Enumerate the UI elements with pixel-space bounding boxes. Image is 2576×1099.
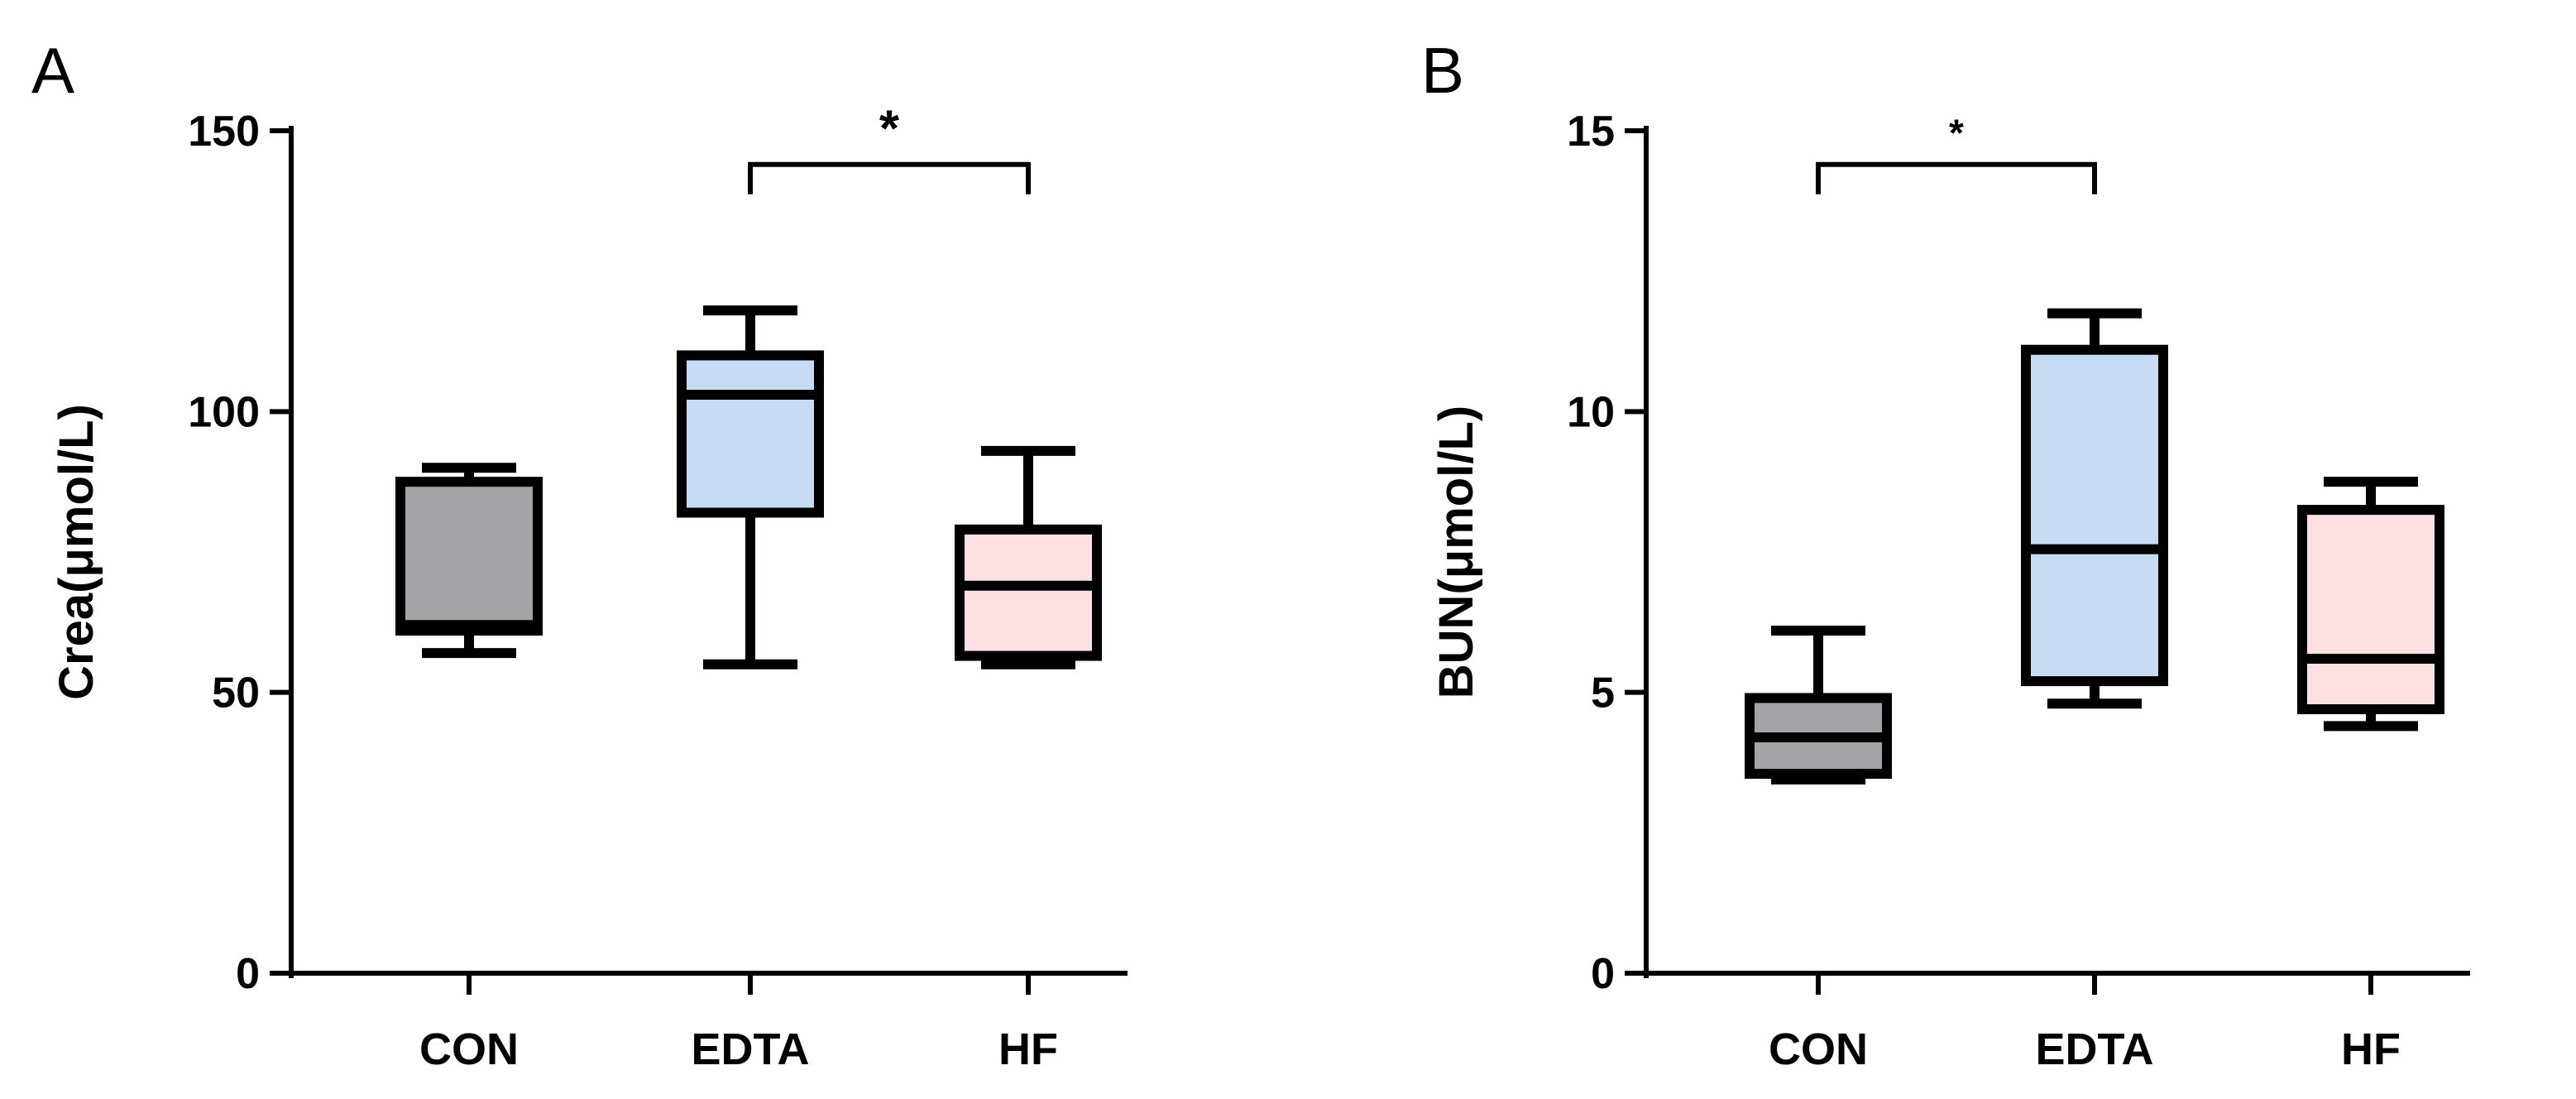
bracket-line — [1816, 161, 2097, 194]
bracket-line — [748, 161, 1031, 194]
iqr-box — [2021, 344, 2168, 687]
panel-label: A — [31, 34, 74, 107]
y-tick-label: 150 — [188, 108, 260, 156]
iqr-box — [955, 524, 1102, 661]
significance-bracket: * — [1816, 112, 2097, 194]
x-tick-label: HF — [2341, 1025, 2401, 1074]
box-edta — [677, 305, 824, 669]
x-tick-label: EDTA — [692, 1025, 810, 1074]
y-tick-label: 50 — [212, 669, 260, 717]
y-axis-title: Crea(μmol/L) — [50, 404, 103, 700]
x-tick-label: CON — [419, 1025, 519, 1074]
y-tick-label: 100 — [188, 388, 260, 436]
box-hf — [955, 445, 1102, 669]
y-tick-label: 10 — [1567, 388, 1615, 436]
y-tick-label: 15 — [1567, 108, 1615, 156]
y-tick-label: 5 — [1591, 669, 1615, 717]
box-hf — [2297, 477, 2444, 732]
y-tick-label: 0 — [1591, 950, 1615, 998]
panel-a-crea-chart: A Crea(μmol/L) 0 50 100 150 CON EDTA HF * — [31, 34, 1128, 1074]
significance-bracket: * — [748, 101, 1031, 194]
panel-b-bun-chart: B BUN(μmol/L) 0 5 10 15 CON EDTA HF * — [1421, 34, 2470, 1074]
y-axis-title: BUN(μmol/L) — [1429, 406, 1483, 698]
iqr-box — [395, 477, 543, 636]
box-con — [1745, 626, 1892, 785]
box-con — [395, 463, 543, 659]
significance-star: * — [1949, 112, 1964, 155]
x-tick-label: HF — [998, 1025, 1058, 1074]
box-edta — [2021, 308, 2168, 709]
x-tick-label: EDTA — [2036, 1025, 2154, 1074]
significance-star: * — [879, 101, 900, 158]
iqr-box — [677, 350, 824, 518]
panel-label: B — [1421, 34, 1464, 107]
y-tick-label: 0 — [236, 950, 260, 998]
x-tick-label: CON — [1769, 1025, 1868, 1074]
iqr-box — [2297, 505, 2444, 715]
